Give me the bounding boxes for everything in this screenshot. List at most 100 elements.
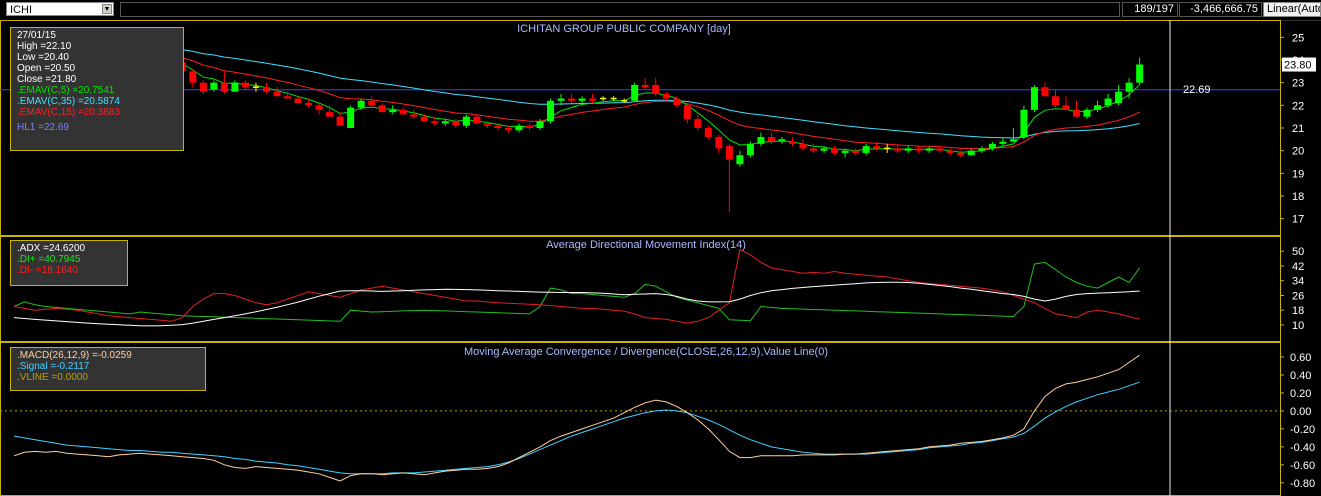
candle <box>273 87 281 97</box>
candle <box>831 146 839 156</box>
candle-body <box>1030 87 1038 110</box>
info-high: High =22.10 <box>17 41 72 52</box>
candle-body <box>925 148 933 151</box>
candle <box>757 132 765 147</box>
macd-y-tick-label: -0.20 <box>1290 424 1315 436</box>
candle <box>810 143 818 153</box>
candle <box>231 80 239 92</box>
ema15-line <box>13 48 1140 150</box>
ema35-line <box>13 39 1140 139</box>
candle <box>1094 100 1102 113</box>
candle <box>978 146 986 153</box>
candle-body <box>631 84 639 101</box>
candle <box>884 143 891 153</box>
price-y-tick-label: 20 <box>1292 146 1304 158</box>
candle-body <box>557 98 565 101</box>
candle-body <box>420 116 428 122</box>
info-signal: .Signal =-0.2117 <box>17 361 90 372</box>
candle <box>925 146 933 153</box>
adx-y-tick-label: 10 <box>1292 320 1304 332</box>
last-price-tag <box>1282 57 1316 72</box>
candle <box>420 114 428 122</box>
candle <box>820 146 828 153</box>
adx-y-tick-label: 18 <box>1292 305 1304 317</box>
candle-body <box>262 87 270 92</box>
candle <box>347 105 355 128</box>
candle-body <box>852 150 860 153</box>
chevron-down-icon[interactable]: ▼ <box>102 4 112 14</box>
candle-body <box>441 121 449 124</box>
candle <box>262 82 270 94</box>
candle <box>852 148 860 156</box>
candle <box>515 123 523 133</box>
price-y-tick-label: 21 <box>1292 123 1304 135</box>
candle <box>284 91 292 99</box>
candle-body <box>1104 98 1112 106</box>
candle <box>746 141 754 158</box>
candle-body <box>988 143 996 149</box>
candle <box>873 141 881 151</box>
candle-body <box>841 150 849 153</box>
candle <box>462 114 470 128</box>
info-low: Low =20.40 <box>17 52 69 63</box>
adx-y-tick-label: 50 <box>1292 246 1304 258</box>
candle <box>1104 94 1112 108</box>
candle-body <box>515 125 523 131</box>
candle-body <box>1083 109 1091 117</box>
candle-body <box>778 139 786 142</box>
candle <box>1125 78 1133 99</box>
candle <box>473 114 481 124</box>
candle-body <box>231 82 239 92</box>
candle-body <box>305 103 313 106</box>
candle <box>410 109 418 119</box>
adx-line <box>13 281 1140 327</box>
candle <box>915 146 923 153</box>
price-y-tick-label: 22 <box>1292 100 1304 112</box>
price-y-tick-label: 17 <box>1292 214 1304 226</box>
price-y-tick-label: 23 <box>1292 78 1304 90</box>
candle <box>368 96 376 108</box>
candle-body <box>578 98 586 101</box>
info-hl1: HL1 =22.69 <box>17 122 69 133</box>
candle <box>378 103 386 113</box>
candle-body <box>641 84 649 88</box>
candle <box>1062 96 1070 110</box>
candle-body <box>1062 105 1070 110</box>
candle <box>210 80 218 92</box>
candle <box>1115 84 1123 106</box>
candle <box>1083 107 1091 119</box>
candle-body <box>1115 91 1123 104</box>
candle <box>578 96 586 106</box>
candle <box>557 94 565 106</box>
candle-body <box>904 148 912 151</box>
candle-body <box>525 125 533 128</box>
candle-body <box>294 98 302 104</box>
candle-body <box>284 96 292 99</box>
candle-body <box>799 143 807 149</box>
candle-body <box>273 91 281 97</box>
candle <box>673 96 681 108</box>
candle-body <box>536 121 544 128</box>
candle-body <box>757 137 765 144</box>
diminus-line <box>13 248 1140 324</box>
candle <box>788 137 796 147</box>
candle <box>504 125 512 133</box>
candle <box>799 139 807 151</box>
candle-body <box>494 125 502 128</box>
info-close: Close =21.80 <box>17 74 77 85</box>
price-panel <box>0 39 1280 212</box>
candle <box>241 80 249 90</box>
macd-y-tick-label: -0.60 <box>1290 460 1315 472</box>
symbol-select[interactable]: ICHI ▼ <box>6 2 114 16</box>
price-y-tick-label: 25 <box>1292 32 1304 44</box>
scale-mode-button[interactable]: Linear(Auto <box>1263 2 1321 17</box>
candle <box>220 71 228 94</box>
candle-body <box>1041 87 1049 97</box>
candle-body <box>810 148 818 151</box>
adx-y-tick-label: 26 <box>1292 290 1304 302</box>
chart-area[interactable]: 25242322212019181723.805042342618100.600… <box>0 20 1321 496</box>
info-macd: .MACD(26,12,9) =-0.0259 <box>17 350 132 361</box>
candle-body <box>336 116 344 126</box>
candle-body <box>220 82 228 92</box>
candle <box>357 98 365 110</box>
